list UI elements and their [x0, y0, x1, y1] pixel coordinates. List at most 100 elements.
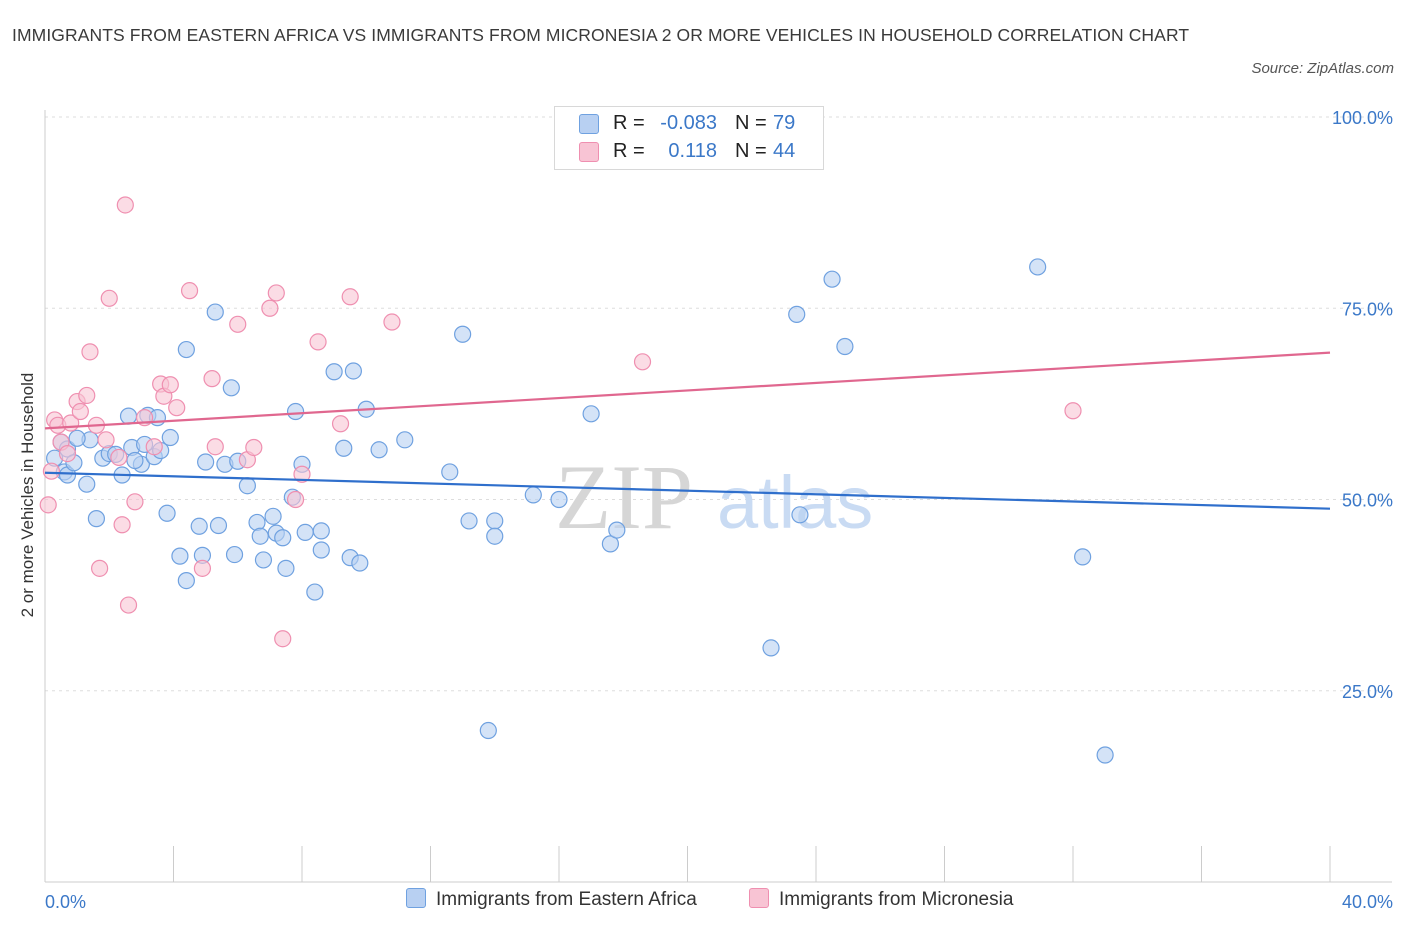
point-micronesia — [331, 415, 350, 433]
point-micronesia — [293, 465, 311, 483]
y-tick-label: 25.0% — [1342, 682, 1393, 702]
point-eastern-africa — [286, 402, 305, 421]
point-eastern-africa — [238, 477, 256, 495]
x-tick-label-min: 0.0% — [45, 892, 86, 912]
point-eastern-africa — [177, 340, 195, 359]
legend-r-value: -0.083 — [660, 112, 717, 134]
point-eastern-africa — [296, 523, 314, 541]
point-eastern-africa — [351, 554, 369, 572]
point-micronesia — [58, 445, 77, 463]
watermark-atlas: atlas — [717, 461, 873, 544]
point-eastern-africa — [460, 512, 478, 530]
point-eastern-africa — [158, 504, 176, 522]
legend-r-label: R = — [613, 140, 645, 162]
point-eastern-africa — [126, 451, 144, 470]
y-tick-label: 50.0% — [1342, 491, 1393, 511]
x-tick-label-max: 40.0% — [1342, 892, 1393, 912]
point-eastern-africa — [225, 545, 244, 564]
source-label: Source: ZipAtlas.com — [1251, 60, 1394, 77]
point-micronesia — [633, 353, 652, 371]
correlation-legend: R = -0.083 N = 79 R = 0.118 N = 44 — [554, 106, 824, 170]
point-micronesia — [42, 462, 61, 480]
legend-r-value: 0.118 — [668, 140, 717, 162]
legend-row-eastern-africa: R = -0.083 N = 79 — [555, 110, 823, 138]
point-eastern-africa — [335, 439, 353, 457]
point-micronesia — [309, 333, 327, 351]
point-micronesia — [168, 399, 186, 417]
point-eastern-africa — [836, 337, 854, 356]
point-eastern-africa — [788, 305, 806, 323]
point-eastern-africa — [206, 303, 224, 321]
point-eastern-africa — [486, 527, 504, 545]
point-eastern-africa — [177, 571, 195, 590]
point-eastern-africa — [396, 431, 414, 449]
point-micronesia — [97, 431, 115, 449]
point-eastern-africa — [78, 475, 96, 493]
point-micronesia — [341, 288, 359, 306]
point-eastern-africa — [454, 325, 472, 343]
point-micronesia — [193, 559, 212, 577]
legend-n-value: 44 — [773, 140, 796, 162]
point-eastern-africa — [486, 512, 504, 530]
chart-title: IMMIGRANTS FROM EASTERN AFRICA VS IMMIGR… — [12, 25, 1190, 45]
point-eastern-africa — [277, 559, 295, 577]
point-eastern-africa — [274, 529, 292, 547]
point-eastern-africa — [222, 379, 240, 397]
point-micronesia — [161, 376, 179, 394]
legend-swatch-pink — [579, 142, 599, 162]
point-micronesia — [113, 516, 131, 534]
point-eastern-africa — [550, 490, 568, 509]
y-axis-label: 2 or more Vehicles in Household — [18, 372, 37, 618]
point-micronesia — [274, 630, 292, 648]
point-eastern-africa — [251, 527, 269, 545]
point-micronesia — [180, 282, 199, 300]
legend-swatch-pink — [749, 888, 769, 908]
point-eastern-africa — [344, 362, 362, 380]
point-micronesia — [78, 386, 96, 405]
tick-labels: 25.0% 50.0% 75.0% 100.0% 0.0% 40.0% — [45, 108, 1393, 912]
point-micronesia — [245, 438, 263, 457]
point-eastern-africa — [441, 463, 459, 481]
legend-item-eastern-africa: Immigrants from Eastern Africa — [406, 888, 697, 911]
point-eastern-africa — [312, 522, 330, 540]
point-eastern-africa — [370, 441, 388, 459]
legend-item-micronesia: Immigrants from Micronesia — [749, 888, 1013, 911]
legend-swatch-blue — [406, 888, 426, 908]
point-eastern-africa — [171, 547, 189, 565]
point-micronesia — [206, 438, 224, 456]
point-eastern-africa — [608, 521, 626, 539]
watermark: ZIP atlas — [555, 446, 873, 548]
legend-n-label: N = — [735, 112, 767, 134]
point-micronesia — [261, 299, 279, 317]
point-eastern-africa — [209, 516, 228, 535]
legend-label-eastern-africa: Immigrants from Eastern Africa — [436, 889, 697, 910]
axes — [44, 110, 1392, 883]
point-micronesia — [267, 284, 285, 302]
point-micronesia — [1064, 402, 1082, 420]
legend-label-micronesia: Immigrants from Micronesia — [779, 889, 1014, 910]
point-micronesia — [119, 596, 138, 614]
point-eastern-africa — [1096, 746, 1114, 764]
point-eastern-africa — [264, 507, 282, 525]
point-eastern-africa — [254, 551, 273, 569]
point-eastern-africa — [601, 535, 620, 553]
point-micronesia — [91, 559, 109, 577]
point-micronesia — [116, 196, 134, 214]
point-eastern-africa — [325, 363, 343, 381]
legend-r-label: R = — [613, 112, 645, 134]
y-tick-label: 75.0% — [1342, 299, 1393, 319]
point-micronesia — [286, 490, 305, 509]
point-eastern-africa — [197, 453, 215, 471]
point-micronesia — [126, 493, 144, 511]
point-eastern-africa — [823, 270, 841, 288]
point-eastern-africa — [1029, 258, 1047, 276]
y-tick-label: 100.0% — [1332, 108, 1393, 128]
point-eastern-africa — [68, 429, 86, 447]
point-micronesia — [39, 496, 57, 514]
trend-lines — [44, 351, 1331, 510]
legend-n-label: N = — [735, 140, 767, 162]
point-eastern-africa — [582, 405, 600, 423]
point-eastern-africa — [119, 407, 138, 425]
point-micronesia — [100, 289, 118, 307]
